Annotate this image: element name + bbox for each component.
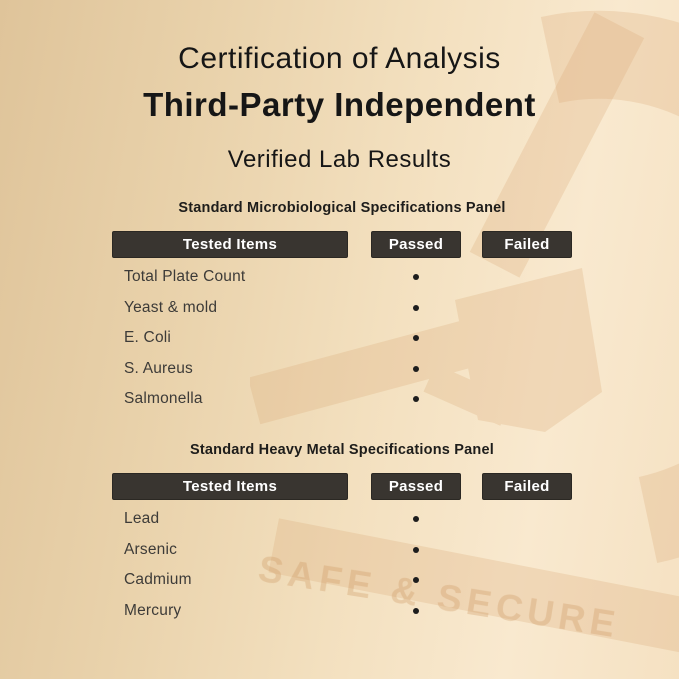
tested-item-label: Salmonella: [124, 390, 203, 408]
failed-cell: [482, 535, 572, 566]
passed-cell: [371, 565, 461, 596]
passed-cell: [371, 323, 461, 354]
column-header-passed: Passed: [371, 231, 461, 258]
passed-cell: [371, 384, 461, 415]
table-body: Total Plate Count Yeast & mold E. Coli S. A…: [112, 262, 572, 415]
passed-dot-icon: [413, 577, 419, 584]
tested-item-label: Lead: [124, 510, 160, 528]
passed-dot-icon: [413, 516, 419, 523]
passed-dot-icon: [413, 335, 419, 342]
tested-item-label: S. Aureus: [124, 359, 194, 377]
table-row: Total Plate Count: [112, 262, 572, 293]
tested-item-label: E. Coli: [124, 329, 172, 347]
column-header-tested-items: Tested Items: [112, 231, 348, 258]
column-header-failed: Failed: [482, 473, 572, 500]
passed-cell: [371, 504, 461, 535]
tested-item-label: Mercury: [124, 601, 182, 619]
table-row: E. Coli: [112, 323, 572, 354]
microbiological-panel-section: Standard Microbiological Specifications …: [112, 200, 572, 415]
failed-cell: [482, 384, 572, 415]
tested-item-label: Yeast & mold: [124, 298, 218, 316]
failed-cell: [482, 354, 572, 385]
failed-cell: [482, 565, 572, 596]
passed-cell: [371, 354, 461, 385]
heavy-metal-panel-section: Standard Heavy Metal Specifications Pane…: [112, 442, 572, 626]
passed-dot-icon: [413, 304, 419, 311]
passed-cell: [371, 262, 461, 293]
table-row: S. Aureus: [112, 354, 572, 385]
passed-cell: [371, 535, 461, 566]
table-row: Mercury: [112, 596, 572, 627]
table-body: Lead Arsenic Cadmium Mercury: [112, 504, 572, 626]
passed-dot-icon: [413, 396, 419, 403]
tested-item-label: Cadmium: [124, 571, 192, 589]
section-title: Standard Microbiological Specifications …: [178, 200, 506, 216]
table-row: Cadmium: [112, 565, 572, 596]
table-header-row: Tested Items Passed Failed: [112, 473, 572, 500]
passed-cell: [371, 293, 461, 324]
passed-dot-icon: [413, 607, 419, 614]
section-title: Standard Heavy Metal Specifications Pane…: [190, 442, 494, 458]
column-header-failed: Failed: [482, 231, 572, 258]
table-row: Yeast & mold: [112, 293, 572, 324]
failed-cell: [482, 596, 572, 627]
passed-cell: [371, 596, 461, 627]
tested-item-label: Total Plate Count: [124, 268, 246, 286]
failed-cell: [482, 323, 572, 354]
failed-cell: [482, 504, 572, 535]
column-header-tested-items: Tested Items: [112, 473, 348, 500]
column-header-passed: Passed: [371, 473, 461, 500]
failed-cell: [482, 293, 572, 324]
passed-dot-icon: [413, 546, 419, 553]
table-header-row: Tested Items Passed Failed: [112, 231, 572, 258]
passed-dot-icon: [413, 365, 419, 372]
table-row: Lead: [112, 504, 572, 535]
page-title-line1: Certification of Analysis: [178, 42, 501, 75]
page-title-line2: Third-Party Independent: [143, 86, 536, 123]
page-title-line3: Verified Lab Results: [227, 146, 452, 173]
table-row: Arsenic: [112, 535, 572, 566]
passed-dot-icon: [413, 274, 419, 281]
table-row: Salmonella: [112, 384, 572, 415]
tested-item-label: Arsenic: [124, 540, 178, 558]
failed-cell: [482, 262, 572, 293]
page-header: Certification of Analysis Third-Party In…: [0, 42, 679, 174]
